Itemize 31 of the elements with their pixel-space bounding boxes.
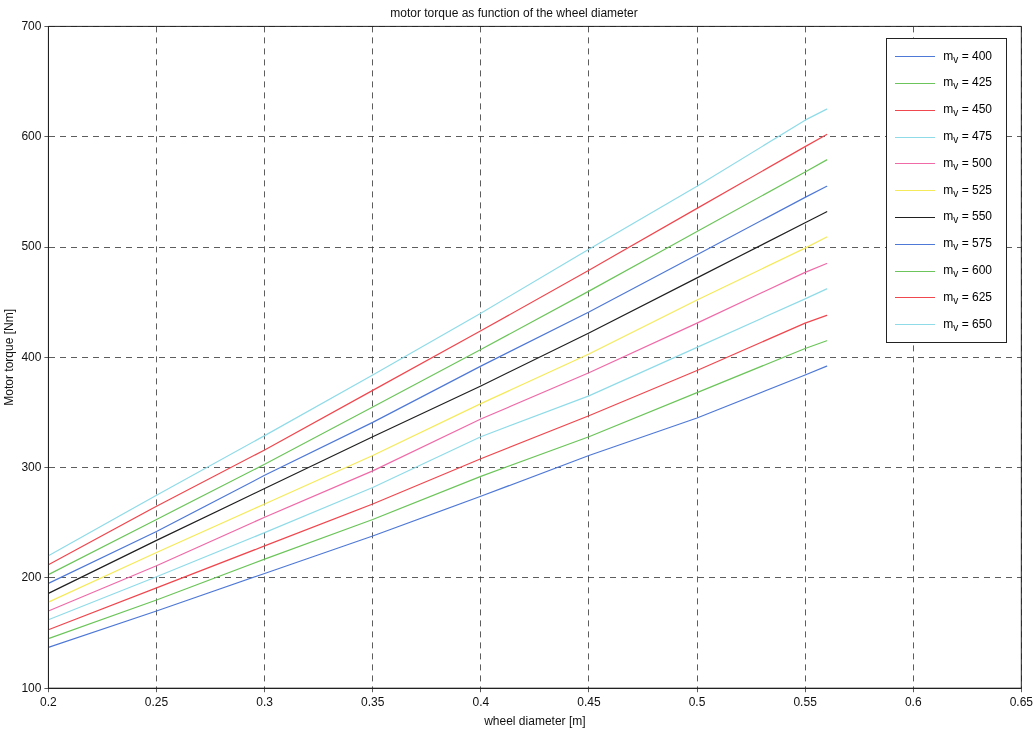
x-axis-title: wheel diameter [m] <box>483 714 586 729</box>
legend-label: m$_{v}$ = 650 <box>943 316 993 333</box>
x-tick-label: 0.4 <box>472 694 490 709</box>
y-tick-label: 100 <box>21 680 42 695</box>
legend-label: m$_{v}$ = 600 <box>943 262 993 280</box>
y-tick-label: 200 <box>21 570 42 585</box>
x-tick-label: 0.25 <box>144 694 169 709</box>
x-tick-label: 0.55 <box>793 694 818 709</box>
legend-label: m$_{v}$ = 525 <box>943 182 993 199</box>
x-tick-label: 0.5 <box>688 694 706 709</box>
y-axis-title: Motor torque [Nm] <box>1 308 16 406</box>
x-tick-label: 0.65 <box>1009 694 1034 709</box>
chart-title: motor torque as function of the wheel diameter <box>390 5 638 20</box>
legend-label: m$_{v}$ = 475 <box>943 128 993 146</box>
x-tick-label: 0.2 <box>40 694 58 709</box>
y-tick-label: 300 <box>21 459 42 474</box>
x-tick-label: 0.35 <box>361 694 385 709</box>
legend-label: m$_{v}$ = 400 <box>943 48 993 65</box>
y-tick-label: 600 <box>21 129 42 144</box>
x-tick-label: 0.3 <box>256 694 274 709</box>
legend-label: m$_{v}$ = 625 <box>943 289 993 307</box>
legend-label: m$_{v}$ = 425 <box>943 75 993 92</box>
legend-label: m$_{v}$ = 450 <box>943 102 993 119</box>
y-tick-label: 700 <box>21 18 42 33</box>
y-tick-label: 400 <box>21 349 42 364</box>
x-tick-label: 0.6 <box>904 694 922 709</box>
legend-label: m$_{v}$ = 550 <box>943 209 993 226</box>
legend-label: m$_{v}$ = 575 <box>943 236 993 253</box>
y-tick-label: 500 <box>21 239 42 254</box>
legend-label: m$_{v}$ = 500 <box>943 155 993 173</box>
x-tick-label: 0.45 <box>577 694 601 709</box>
